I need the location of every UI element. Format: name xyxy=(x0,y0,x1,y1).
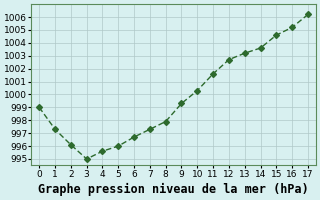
X-axis label: Graphe pression niveau de la mer (hPa): Graphe pression niveau de la mer (hPa) xyxy=(38,183,309,196)
